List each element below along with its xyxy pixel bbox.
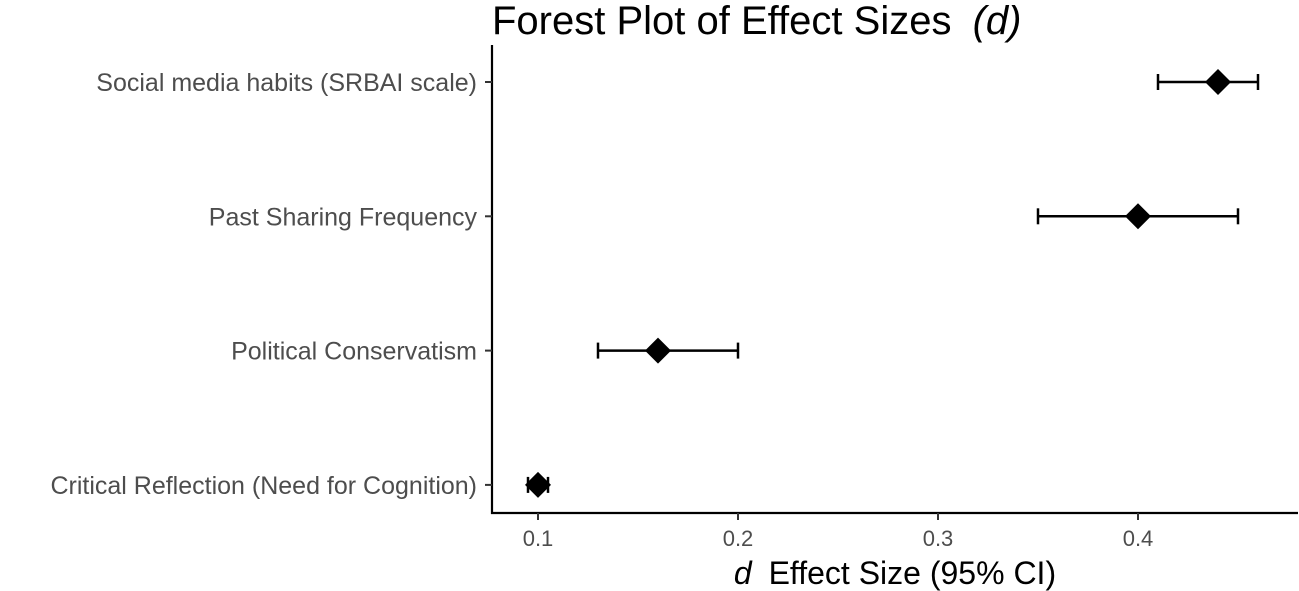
chart-title: Forest Plot of Effect Sizes (d) <box>492 0 1021 43</box>
chart-title-italic: (d) <box>973 0 1022 43</box>
y-tick-label: Past Sharing Frequency <box>209 203 478 231</box>
x-tick-label: 0.4 <box>1123 526 1154 551</box>
effect-point <box>1125 203 1151 230</box>
x-axis-labels: 0.1 0.2 0.3 0.4 <box>523 526 1154 551</box>
x-axis-title: d Effect Size (95% CI) <box>734 555 1056 591</box>
x-tick-label: 0.3 <box>923 526 954 551</box>
y-axis-labels: Social media habits (SRBAI scale) Past Sh… <box>50 69 477 500</box>
x-tick-label: 0.2 <box>723 526 754 551</box>
y-tick-label: Social media habits (SRBAI scale) <box>96 69 477 97</box>
effect-point <box>1205 69 1231 95</box>
y-axis-ticks <box>485 81 492 486</box>
y-tick-label: Political Conservatism <box>231 338 477 366</box>
effect-point <box>525 471 551 498</box>
x-tick-label: 0.1 <box>523 526 554 551</box>
x-axis-title-main: Effect Size (95% CI) <box>769 555 1057 591</box>
confidence-intervals <box>526 74 1260 493</box>
effect-markers <box>525 69 1231 498</box>
effect-point <box>645 337 671 364</box>
chart-title-main: Forest Plot of Effect Sizes <box>492 0 951 43</box>
y-tick-label: Critical Reflection (Need for Cognition) <box>50 472 477 500</box>
x-axis-title-italic: d <box>734 555 753 591</box>
x-axis-ticks <box>537 513 1139 520</box>
